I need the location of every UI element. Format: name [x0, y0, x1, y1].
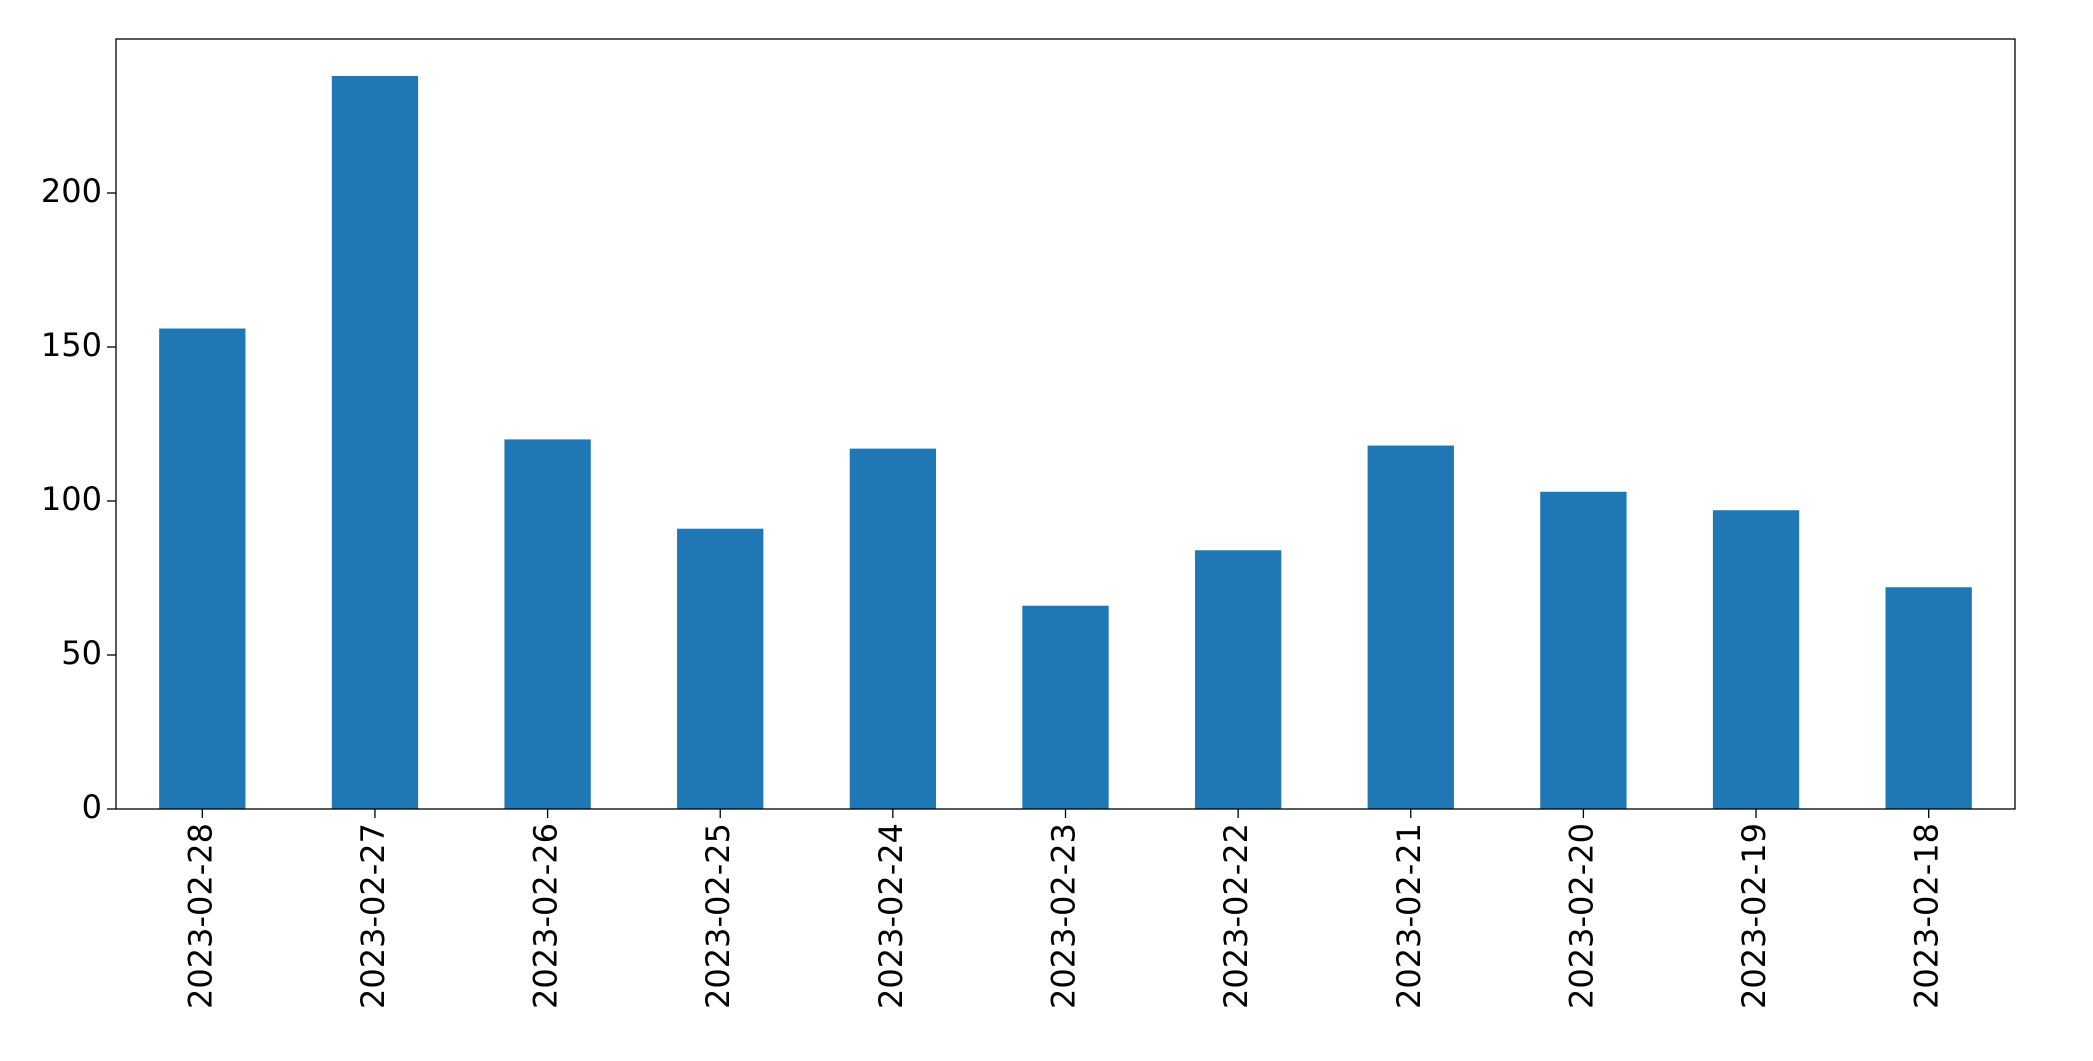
bar: [1367, 445, 1454, 809]
bar: [677, 528, 764, 809]
bar: [331, 75, 419, 809]
bar: [504, 439, 591, 809]
y-tick-label: 150: [41, 326, 102, 364]
x-tick-label: 2023-02-22: [1217, 823, 1255, 1009]
bar: [1022, 605, 1109, 809]
x-tick-label: 2023-02-23: [1045, 823, 1083, 1009]
x-tick-label: 2023-02-19: [1735, 823, 1773, 1009]
x-tick-label: 2023-02-28: [181, 823, 219, 1009]
x-tick-label: 2023-02-26: [527, 823, 565, 1009]
bar: [159, 328, 246, 809]
x-tick-label: 2023-02-27: [354, 823, 392, 1009]
y-tick-label: 0: [82, 788, 102, 826]
y-tick-label: 50: [61, 634, 102, 672]
x-tick-label: 2023-02-24: [872, 823, 910, 1009]
x-tick-label: 2023-02-20: [1562, 823, 1600, 1009]
x-tick-label: 2023-02-18: [1908, 823, 1946, 1009]
y-tick-label: 200: [41, 172, 102, 210]
x-tick-label: 2023-02-25: [699, 823, 737, 1009]
bar: [849, 448, 937, 809]
bar: [1885, 587, 1972, 809]
x-tick-label: 2023-02-21: [1390, 823, 1428, 1009]
y-tick-label: 100: [41, 480, 102, 518]
bar: [1540, 491, 1627, 809]
bar: [1194, 550, 1282, 809]
bar: [1712, 510, 1800, 809]
